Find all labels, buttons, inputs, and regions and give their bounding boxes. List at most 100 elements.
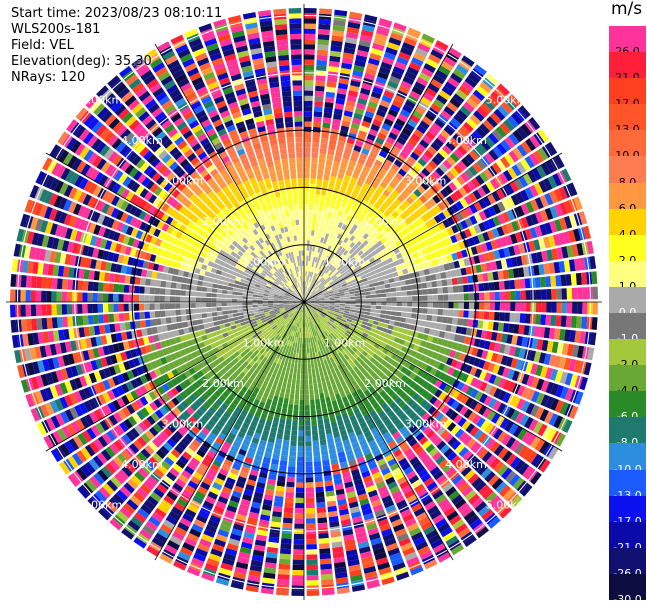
range-gate bbox=[432, 308, 438, 315]
range-gate bbox=[346, 95, 357, 103]
range-gate bbox=[575, 272, 582, 286]
range-gate bbox=[35, 218, 44, 232]
range-gate bbox=[125, 431, 136, 442]
range-gate bbox=[485, 438, 496, 450]
range-gate bbox=[125, 74, 139, 86]
range-gate bbox=[499, 122, 511, 135]
range-gate bbox=[332, 30, 345, 37]
range-gate bbox=[154, 532, 168, 544]
range-gate bbox=[508, 150, 519, 163]
range-gate bbox=[250, 559, 263, 567]
range-gate bbox=[156, 483, 168, 494]
range-gate bbox=[484, 422, 495, 434]
range-gate bbox=[501, 434, 512, 446]
range-gate bbox=[404, 551, 418, 562]
range-gate bbox=[352, 473, 362, 481]
range-gate bbox=[69, 379, 78, 391]
range-gate bbox=[511, 370, 520, 382]
range-gate bbox=[160, 499, 172, 510]
range-gate bbox=[574, 391, 584, 405]
range-gate bbox=[324, 475, 333, 482]
range-gate bbox=[314, 106, 323, 112]
range-gate bbox=[353, 145, 362, 153]
range-gate bbox=[320, 397, 326, 404]
range-gate bbox=[464, 228, 472, 238]
range-gate bbox=[191, 523, 204, 533]
range-gate bbox=[450, 234, 458, 244]
range-gate bbox=[120, 212, 129, 223]
range-gate bbox=[426, 462, 438, 472]
range-gate bbox=[153, 228, 161, 237]
range-gate bbox=[139, 528, 153, 540]
range-gate bbox=[276, 589, 289, 596]
range-gate bbox=[47, 358, 55, 371]
range-gate bbox=[396, 302, 402, 307]
range-gate bbox=[163, 182, 173, 192]
range-gate bbox=[356, 488, 367, 496]
range-gate bbox=[308, 204, 314, 210]
range-gate bbox=[59, 342, 67, 354]
range-gate bbox=[480, 102, 492, 115]
range-gate bbox=[530, 213, 539, 225]
range-gate bbox=[498, 248, 506, 259]
range-gate bbox=[285, 419, 292, 426]
range-gate bbox=[125, 392, 135, 403]
range-gate bbox=[510, 233, 518, 244]
range-gate bbox=[319, 434, 326, 441]
range-gate bbox=[387, 481, 398, 490]
range-gate bbox=[228, 500, 239, 508]
range-gate bbox=[405, 142, 415, 151]
range-gate bbox=[396, 296, 402, 302]
range-gate bbox=[440, 323, 447, 331]
range-gate bbox=[285, 424, 292, 431]
range-gate bbox=[507, 381, 516, 393]
range-gate bbox=[419, 120, 430, 130]
range-gate bbox=[463, 310, 469, 318]
range-gate bbox=[401, 462, 411, 471]
range-gate bbox=[487, 321, 494, 331]
range-gate bbox=[294, 523, 304, 529]
range-gate bbox=[103, 367, 112, 378]
range-gate bbox=[372, 42, 385, 52]
range-gate bbox=[338, 77, 350, 85]
range-gate bbox=[472, 89, 485, 101]
range-gate bbox=[58, 211, 68, 224]
range-gate bbox=[374, 33, 388, 42]
range-gate bbox=[112, 253, 120, 263]
range-gate bbox=[83, 149, 94, 162]
range-gate bbox=[200, 137, 210, 147]
range-gate bbox=[553, 415, 564, 429]
range-gate bbox=[505, 258, 513, 268]
range-gate bbox=[20, 304, 26, 317]
range-gate bbox=[392, 562, 406, 571]
range-gate bbox=[518, 243, 526, 254]
range-gate bbox=[432, 514, 445, 525]
range-gate bbox=[306, 554, 318, 560]
range-gate bbox=[326, 500, 337, 507]
range-gate bbox=[340, 299, 346, 302]
range-gate bbox=[372, 320, 379, 326]
range-gate bbox=[159, 134, 170, 145]
range-gate bbox=[498, 281, 505, 290]
range-gate bbox=[438, 163, 449, 173]
range-gate bbox=[440, 502, 453, 513]
range-gate bbox=[319, 8, 332, 15]
range-gate bbox=[112, 343, 120, 353]
range-gate bbox=[116, 489, 128, 502]
range-gate bbox=[505, 436, 516, 449]
range-gate bbox=[104, 114, 117, 126]
range-gate bbox=[492, 498, 505, 511]
range-gate bbox=[384, 283, 391, 289]
range-gate bbox=[536, 339, 544, 351]
range-gate bbox=[364, 311, 371, 316]
range-gate bbox=[483, 311, 490, 320]
range-gate bbox=[84, 233, 93, 245]
range-gate bbox=[294, 363, 298, 369]
range-gate bbox=[64, 227, 73, 240]
range-gate bbox=[462, 183, 472, 194]
range-gate bbox=[305, 265, 308, 272]
range-gate bbox=[30, 290, 36, 302]
range-gate bbox=[389, 552, 402, 562]
range-gate bbox=[213, 141, 223, 151]
range-gate bbox=[235, 561, 249, 570]
